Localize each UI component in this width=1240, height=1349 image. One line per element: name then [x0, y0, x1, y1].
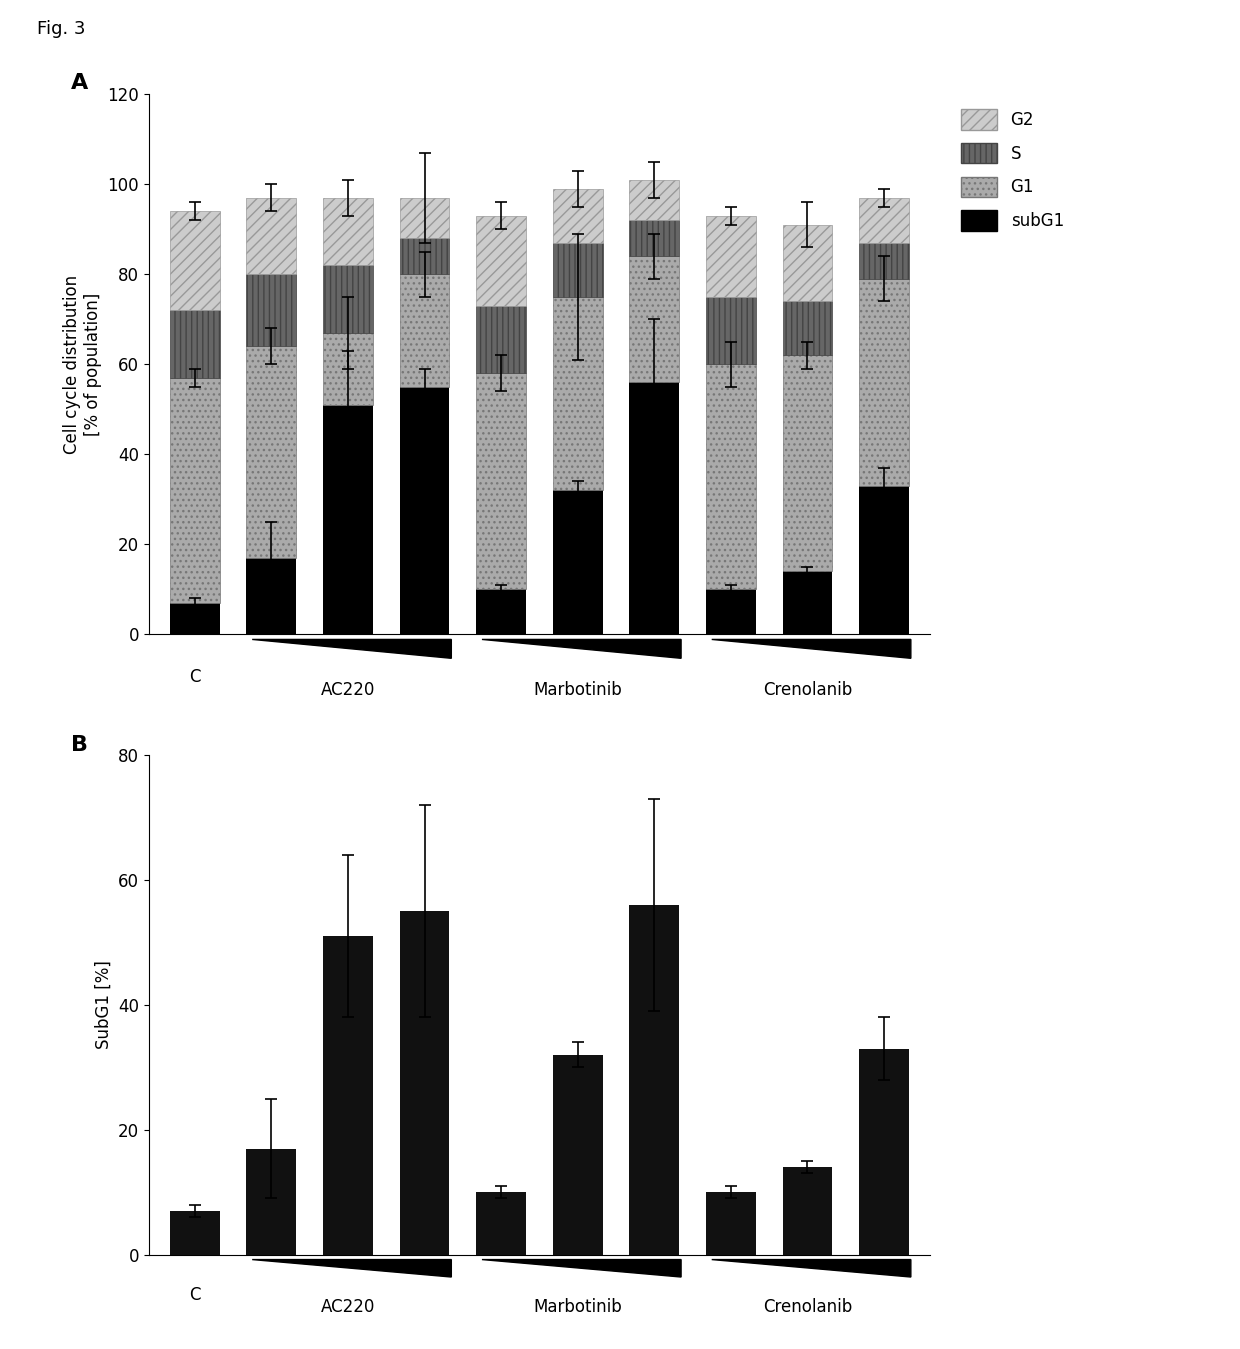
Bar	[399, 274, 449, 387]
Bar	[476, 1193, 526, 1255]
Bar	[630, 382, 680, 634]
Bar	[476, 590, 526, 634]
Y-axis label: Cell cycle distribution
[% of population]: Cell cycle distribution [% of population…	[63, 275, 102, 453]
Bar	[782, 571, 832, 634]
Bar	[553, 490, 603, 634]
Bar	[706, 1193, 755, 1255]
Text: Marbotinib: Marbotinib	[533, 681, 622, 699]
Bar	[859, 243, 909, 279]
Bar	[630, 256, 680, 382]
Legend: G2, S, G1, subG1: G2, S, G1, subG1	[954, 103, 1070, 237]
Bar	[399, 387, 449, 634]
Bar	[553, 297, 603, 490]
Bar	[859, 198, 909, 243]
Bar	[782, 225, 832, 301]
Bar	[170, 212, 219, 310]
Polygon shape	[712, 1260, 911, 1278]
Text: C: C	[188, 1286, 201, 1303]
Bar	[324, 936, 373, 1255]
Bar	[399, 912, 449, 1255]
Bar	[706, 364, 755, 590]
Polygon shape	[252, 1260, 451, 1278]
Text: C: C	[188, 668, 201, 685]
Bar	[399, 198, 449, 239]
Bar	[247, 557, 296, 634]
Text: B: B	[71, 735, 88, 755]
Bar	[782, 1167, 832, 1255]
Bar	[476, 306, 526, 374]
Polygon shape	[252, 639, 451, 658]
Bar	[247, 1148, 296, 1255]
Bar	[553, 243, 603, 297]
Bar	[859, 1048, 909, 1255]
Bar	[476, 216, 526, 306]
Bar	[247, 347, 296, 557]
Bar	[324, 333, 373, 405]
Bar	[553, 189, 603, 243]
Text: AC220: AC220	[321, 681, 376, 699]
Bar	[859, 486, 909, 634]
Bar	[324, 266, 373, 333]
Bar	[476, 374, 526, 590]
Text: Fig. 3: Fig. 3	[37, 20, 86, 38]
Bar	[630, 179, 680, 220]
Polygon shape	[482, 1260, 681, 1278]
Bar	[324, 405, 373, 634]
Bar	[247, 198, 296, 274]
Bar	[170, 310, 219, 378]
Text: Crenolanib: Crenolanib	[763, 681, 852, 699]
Polygon shape	[482, 639, 681, 658]
Bar	[630, 220, 680, 256]
Text: Crenolanib: Crenolanib	[763, 1298, 852, 1317]
Bar	[630, 905, 680, 1255]
Text: Marbotinib: Marbotinib	[533, 1298, 622, 1317]
Y-axis label: SubG1 [%]: SubG1 [%]	[94, 960, 113, 1050]
Bar	[782, 301, 832, 355]
Bar	[706, 216, 755, 297]
Bar	[553, 1055, 603, 1255]
Bar	[170, 378, 219, 603]
Polygon shape	[712, 639, 911, 658]
Bar	[706, 297, 755, 364]
Text: AC220: AC220	[321, 1298, 376, 1317]
Bar	[399, 239, 449, 274]
Bar	[324, 198, 373, 266]
Text: A: A	[71, 73, 88, 93]
Bar	[170, 1211, 219, 1255]
Bar	[859, 279, 909, 486]
Bar	[247, 274, 296, 347]
Bar	[170, 603, 219, 634]
Bar	[706, 590, 755, 634]
Bar	[782, 355, 832, 571]
